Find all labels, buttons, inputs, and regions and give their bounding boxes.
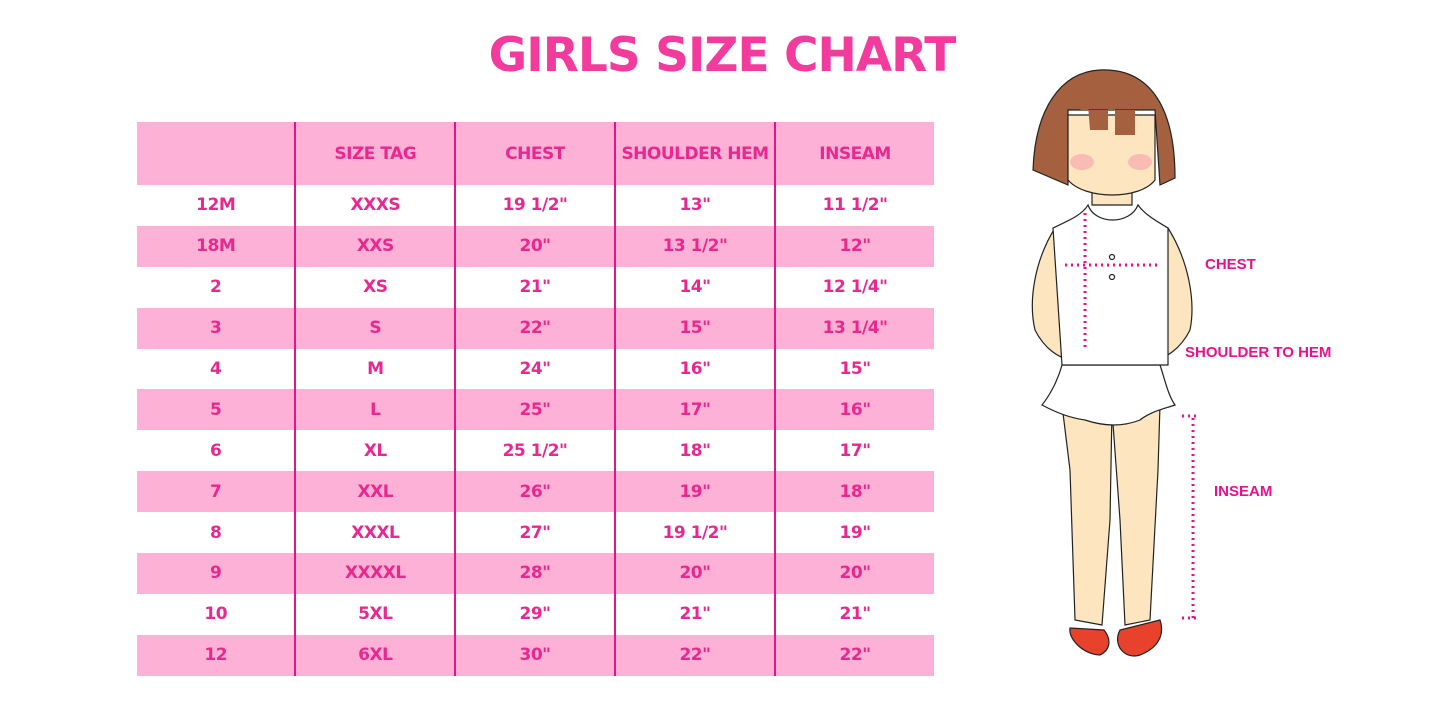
table-cell: 21": [774, 593, 934, 635]
right-shoe: [1117, 619, 1163, 657]
table-cell: S: [294, 307, 456, 349]
table-cell: 22": [774, 634, 934, 676]
table-cell: XL: [294, 430, 456, 472]
shirt: [1052, 203, 1169, 366]
table-cell: 22": [454, 307, 615, 349]
table-cell: 15": [613, 307, 776, 349]
shoulder-to-hem-label: SHOULDER TO HEM: [1185, 344, 1332, 361]
table-row: 5 L 25" 17" 16": [137, 389, 934, 431]
table-row: 6 XL 25 1/2" 18" 17": [137, 430, 934, 472]
table-cell: 10: [204, 604, 228, 625]
table-cell: 6: [210, 440, 222, 461]
table-row: 3 S 22" 15" 13 1/4": [137, 307, 934, 349]
table-cell: XXL: [294, 471, 456, 513]
page-title: GIRLS SIZE CHART: [488, 28, 957, 83]
inseam-label: INSEAM: [1214, 483, 1273, 500]
table-row: 8 XXXL 27" 19 1/2" 19": [137, 512, 934, 554]
table-cell: 25": [454, 389, 615, 431]
table-cell: 5XL: [294, 593, 456, 635]
table-cell: 11 1/2": [774, 185, 934, 226]
table-cell: M: [294, 348, 456, 390]
table-cell: 24": [454, 348, 615, 390]
table-cell: 21": [613, 593, 776, 635]
table-cell: L: [294, 389, 456, 431]
table-row: 4 M 24" 16" 15": [137, 348, 934, 390]
table-cell: XXXS: [294, 185, 456, 226]
table-cell: 22": [613, 634, 776, 676]
column-header: SIZE TAG: [294, 122, 456, 185]
left-shoe: [1069, 627, 1110, 656]
table-cell: 17": [613, 389, 776, 431]
table-cell: 12 1/4": [774, 266, 934, 308]
table-cell: 16": [774, 389, 934, 431]
table-header-row: SIZE TAG CHEST SHOULDER HEM INSEAM: [137, 122, 934, 185]
table-cell: 18M: [137, 225, 296, 267]
table-cell: 13": [613, 185, 776, 226]
column-header: SHOULDER HEM: [613, 122, 776, 185]
table-cell: 12: [137, 634, 296, 676]
table-cell: 18": [613, 430, 776, 472]
table-cell: XXS: [294, 225, 456, 267]
table-cell: 19 1/2": [454, 185, 615, 226]
table-row: 2 XS 21" 14" 12 1/4": [137, 266, 934, 308]
column-header: [137, 122, 296, 185]
right-leg: [1111, 404, 1161, 626]
table-cell: 15": [774, 348, 934, 390]
skirt: [1041, 364, 1176, 426]
table-cell: 20": [613, 553, 776, 594]
table-cell: XS: [294, 266, 456, 308]
table-cell: XXXXL: [294, 553, 456, 594]
table-cell: 7: [137, 471, 296, 513]
table-cell: 2: [210, 277, 222, 298]
table-cell: 30": [454, 634, 615, 676]
table-cell: 20": [774, 553, 934, 594]
table-cell: 4: [210, 359, 222, 379]
table-cell: 14": [613, 266, 776, 308]
table-cell: 12M: [196, 195, 236, 216]
size-chart-table: SIZE TAG CHEST SHOULDER HEM INSEAM 12M XXXS 1…: [137, 122, 934, 676]
table-cell: 6XL: [294, 634, 456, 676]
table-row: 7 XXL 26" 19" 18": [137, 471, 934, 513]
table-row: 18M XXS 20" 13 1/2" 12": [137, 225, 934, 267]
table-cell: 5: [137, 389, 296, 431]
hair: [1032, 69, 1176, 186]
table-cell: 19": [613, 471, 776, 513]
table-cell: 13 1/4": [774, 307, 934, 349]
table-cell: 9: [137, 553, 296, 594]
table-cell: 19": [774, 512, 934, 554]
table-cell: 28": [454, 553, 615, 594]
table-row: 10 5XL 29" 21" 21": [137, 593, 934, 635]
table-row: 12 6XL 30" 22" 22": [137, 634, 934, 676]
table-cell: 29": [454, 593, 615, 635]
table-cell: 12": [774, 225, 934, 267]
chest-label: CHEST: [1205, 256, 1256, 273]
table-cell: 13 1/2": [613, 225, 776, 267]
table-cell: 17": [774, 430, 934, 472]
left-leg: [1061, 404, 1113, 626]
table-cell: 27": [454, 512, 615, 554]
table-cell: 18": [774, 471, 934, 513]
column-header: CHEST: [454, 122, 615, 185]
table-cell: 19 1/2": [613, 512, 776, 554]
table-cell: 26": [454, 471, 615, 513]
table-row: 12M XXXS 19 1/2" 13" 11 1/2": [137, 185, 934, 226]
table-cell: 16": [613, 348, 776, 390]
table-cell: 25 1/2": [454, 430, 615, 472]
table-cell: XXXL: [294, 512, 456, 554]
column-header: INSEAM: [774, 122, 934, 185]
table-row: 9 XXXXL 28" 20" 20": [137, 553, 934, 594]
table-cell: 20": [454, 225, 615, 267]
table-cell: 3: [137, 307, 296, 349]
table-cell: 21": [454, 266, 615, 308]
table-cell: 8: [210, 522, 222, 543]
